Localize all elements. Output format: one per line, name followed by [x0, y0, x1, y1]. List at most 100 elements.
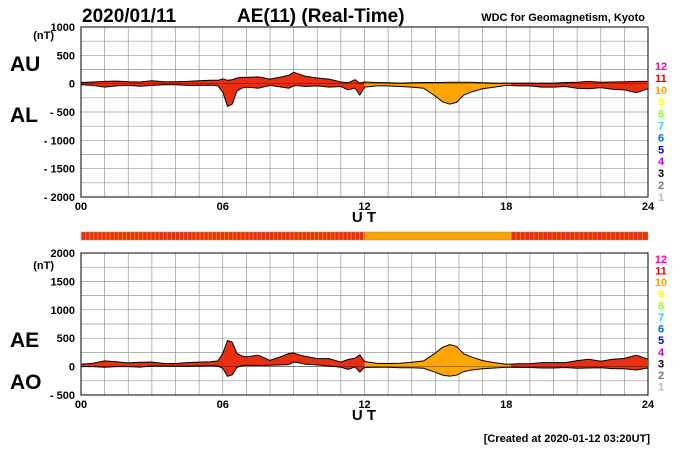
station-strip-texture — [105, 232, 107, 240]
panel2-x-tick-label: 00 — [75, 399, 87, 411]
panel1-station-legend-item: 7 — [658, 121, 664, 133]
station-strip-texture — [297, 232, 299, 240]
station-strip-texture — [236, 232, 238, 240]
station-strip-texture — [142, 232, 144, 240]
station-strip-segment — [364, 232, 511, 240]
panel1-station-legend-item: 11 — [655, 73, 667, 85]
station-strip-texture — [596, 232, 598, 240]
station-strip-texture — [619, 232, 621, 240]
station-strip-texture — [170, 232, 172, 240]
panel1-x-tick-label: 06 — [217, 201, 229, 213]
station-strip-texture — [338, 232, 340, 240]
station-strip-texture — [134, 232, 136, 240]
station-strip-texture — [240, 232, 242, 240]
station-strip-texture — [637, 232, 639, 240]
panel2-station-legend-item: 7 — [658, 312, 664, 324]
station-strip-texture — [583, 232, 585, 240]
station-strip-texture — [195, 232, 197, 240]
station-strip-texture — [515, 232, 517, 240]
panel2-station-legend-item: 11 — [655, 266, 667, 278]
panel2-area-red-segment — [511, 355, 648, 370]
panel2-station-legend-item: 9 — [658, 289, 664, 301]
station-strip-texture — [256, 232, 258, 240]
panel2-station-legend-item: 2 — [658, 370, 664, 382]
station-strip-texture — [587, 232, 589, 240]
panel2-plot-frame — [80, 252, 649, 396]
panel1-station-legend-item: 6 — [658, 132, 664, 144]
station-strip-texture — [179, 232, 181, 240]
station-strip-texture — [330, 232, 332, 240]
panel1-area-red-segment — [81, 72, 365, 107]
panel2-y-tick-label: 500 — [57, 333, 75, 345]
panel1-x-tick-label: 00 — [75, 201, 87, 213]
station-strip-texture — [175, 232, 177, 240]
station-strip-texture — [524, 232, 526, 240]
panel1-unit-label: (nT) — [33, 30, 54, 42]
station-strip-texture — [244, 232, 246, 240]
panel2-station-legend-item: 3 — [658, 358, 664, 370]
station-strip-texture — [569, 232, 571, 240]
station-strip-texture — [101, 232, 103, 240]
panel2-station-legend-item: 10 — [655, 277, 667, 289]
station-strip-texture — [117, 232, 119, 240]
panel1-station-legend-item: 1 — [658, 192, 664, 204]
station-strip-texture — [547, 232, 549, 240]
station-strip-texture — [277, 232, 279, 240]
station-strip-texture — [203, 232, 205, 240]
station-strip-texture — [346, 232, 348, 240]
station-strip-texture — [560, 232, 562, 240]
panel1-y-tick-label: - 1000 — [44, 135, 75, 147]
station-strip-texture — [538, 232, 540, 240]
panel1-plot-frame — [80, 26, 649, 198]
station-strip-texture — [628, 232, 630, 240]
station-strip-texture — [641, 232, 643, 240]
station-strip-texture — [363, 232, 365, 240]
panel2-y-tick-label: 1000 — [51, 305, 75, 317]
panel2-area-red-segment — [81, 340, 365, 377]
panel2-station-legend-item: 4 — [658, 347, 665, 359]
station-strip-texture — [130, 232, 132, 240]
station-strip-texture — [183, 232, 185, 240]
panel1-y-tick-label: 1000 — [51, 22, 75, 34]
station-strip-texture — [519, 232, 521, 240]
station-strip-texture — [113, 232, 115, 240]
station-strip-texture — [605, 232, 607, 240]
panel1-station-legend-item: 4 — [658, 156, 665, 168]
al-series-label: AL — [10, 104, 38, 127]
station-strip-texture — [125, 232, 127, 240]
panel2-ae-line — [80, 339, 649, 365]
station-strip-texture — [354, 232, 356, 240]
panel1-area-orange-segment — [364, 82, 511, 105]
station-strip-texture — [542, 232, 544, 240]
panel2-x-tick-label: 24 — [642, 399, 655, 411]
panel2-y-tick-label: 0 — [69, 362, 75, 374]
station-strip-texture — [207, 232, 209, 240]
panel1-x-tick-label: 18 — [500, 201, 512, 213]
panel2-station-legend-item: 6 — [658, 324, 664, 336]
station-strip-texture — [578, 232, 580, 240]
station-strip-texture — [219, 232, 221, 240]
panel2-area-orange-segment — [364, 344, 511, 377]
station-strip-texture — [93, 232, 95, 240]
station-strip-texture — [252, 232, 254, 240]
station-strip-texture — [623, 232, 625, 240]
station-strip-texture — [199, 232, 201, 240]
station-strip-texture — [350, 232, 352, 240]
station-strip-texture — [529, 232, 531, 240]
station-strip-texture — [326, 232, 328, 240]
station-strip-texture — [610, 232, 612, 240]
station-strip-texture — [342, 232, 344, 240]
panel2-x-axis-label: U T — [352, 407, 376, 424]
station-strip-texture — [601, 232, 603, 240]
station-strip-texture — [556, 232, 558, 240]
station-strip-texture — [146, 232, 148, 240]
panel2-y-tick-label: - 500 — [50, 390, 75, 402]
station-strip-texture — [281, 232, 283, 240]
station-strip-texture — [313, 232, 315, 240]
station-strip-texture — [248, 232, 250, 240]
panel2-y-tick-label: 2000 — [51, 248, 75, 260]
station-strip-texture — [158, 232, 160, 240]
station-strip-texture — [592, 232, 594, 240]
created-timestamp: [Created at 2020-01-12 03:20UT] — [484, 433, 651, 445]
